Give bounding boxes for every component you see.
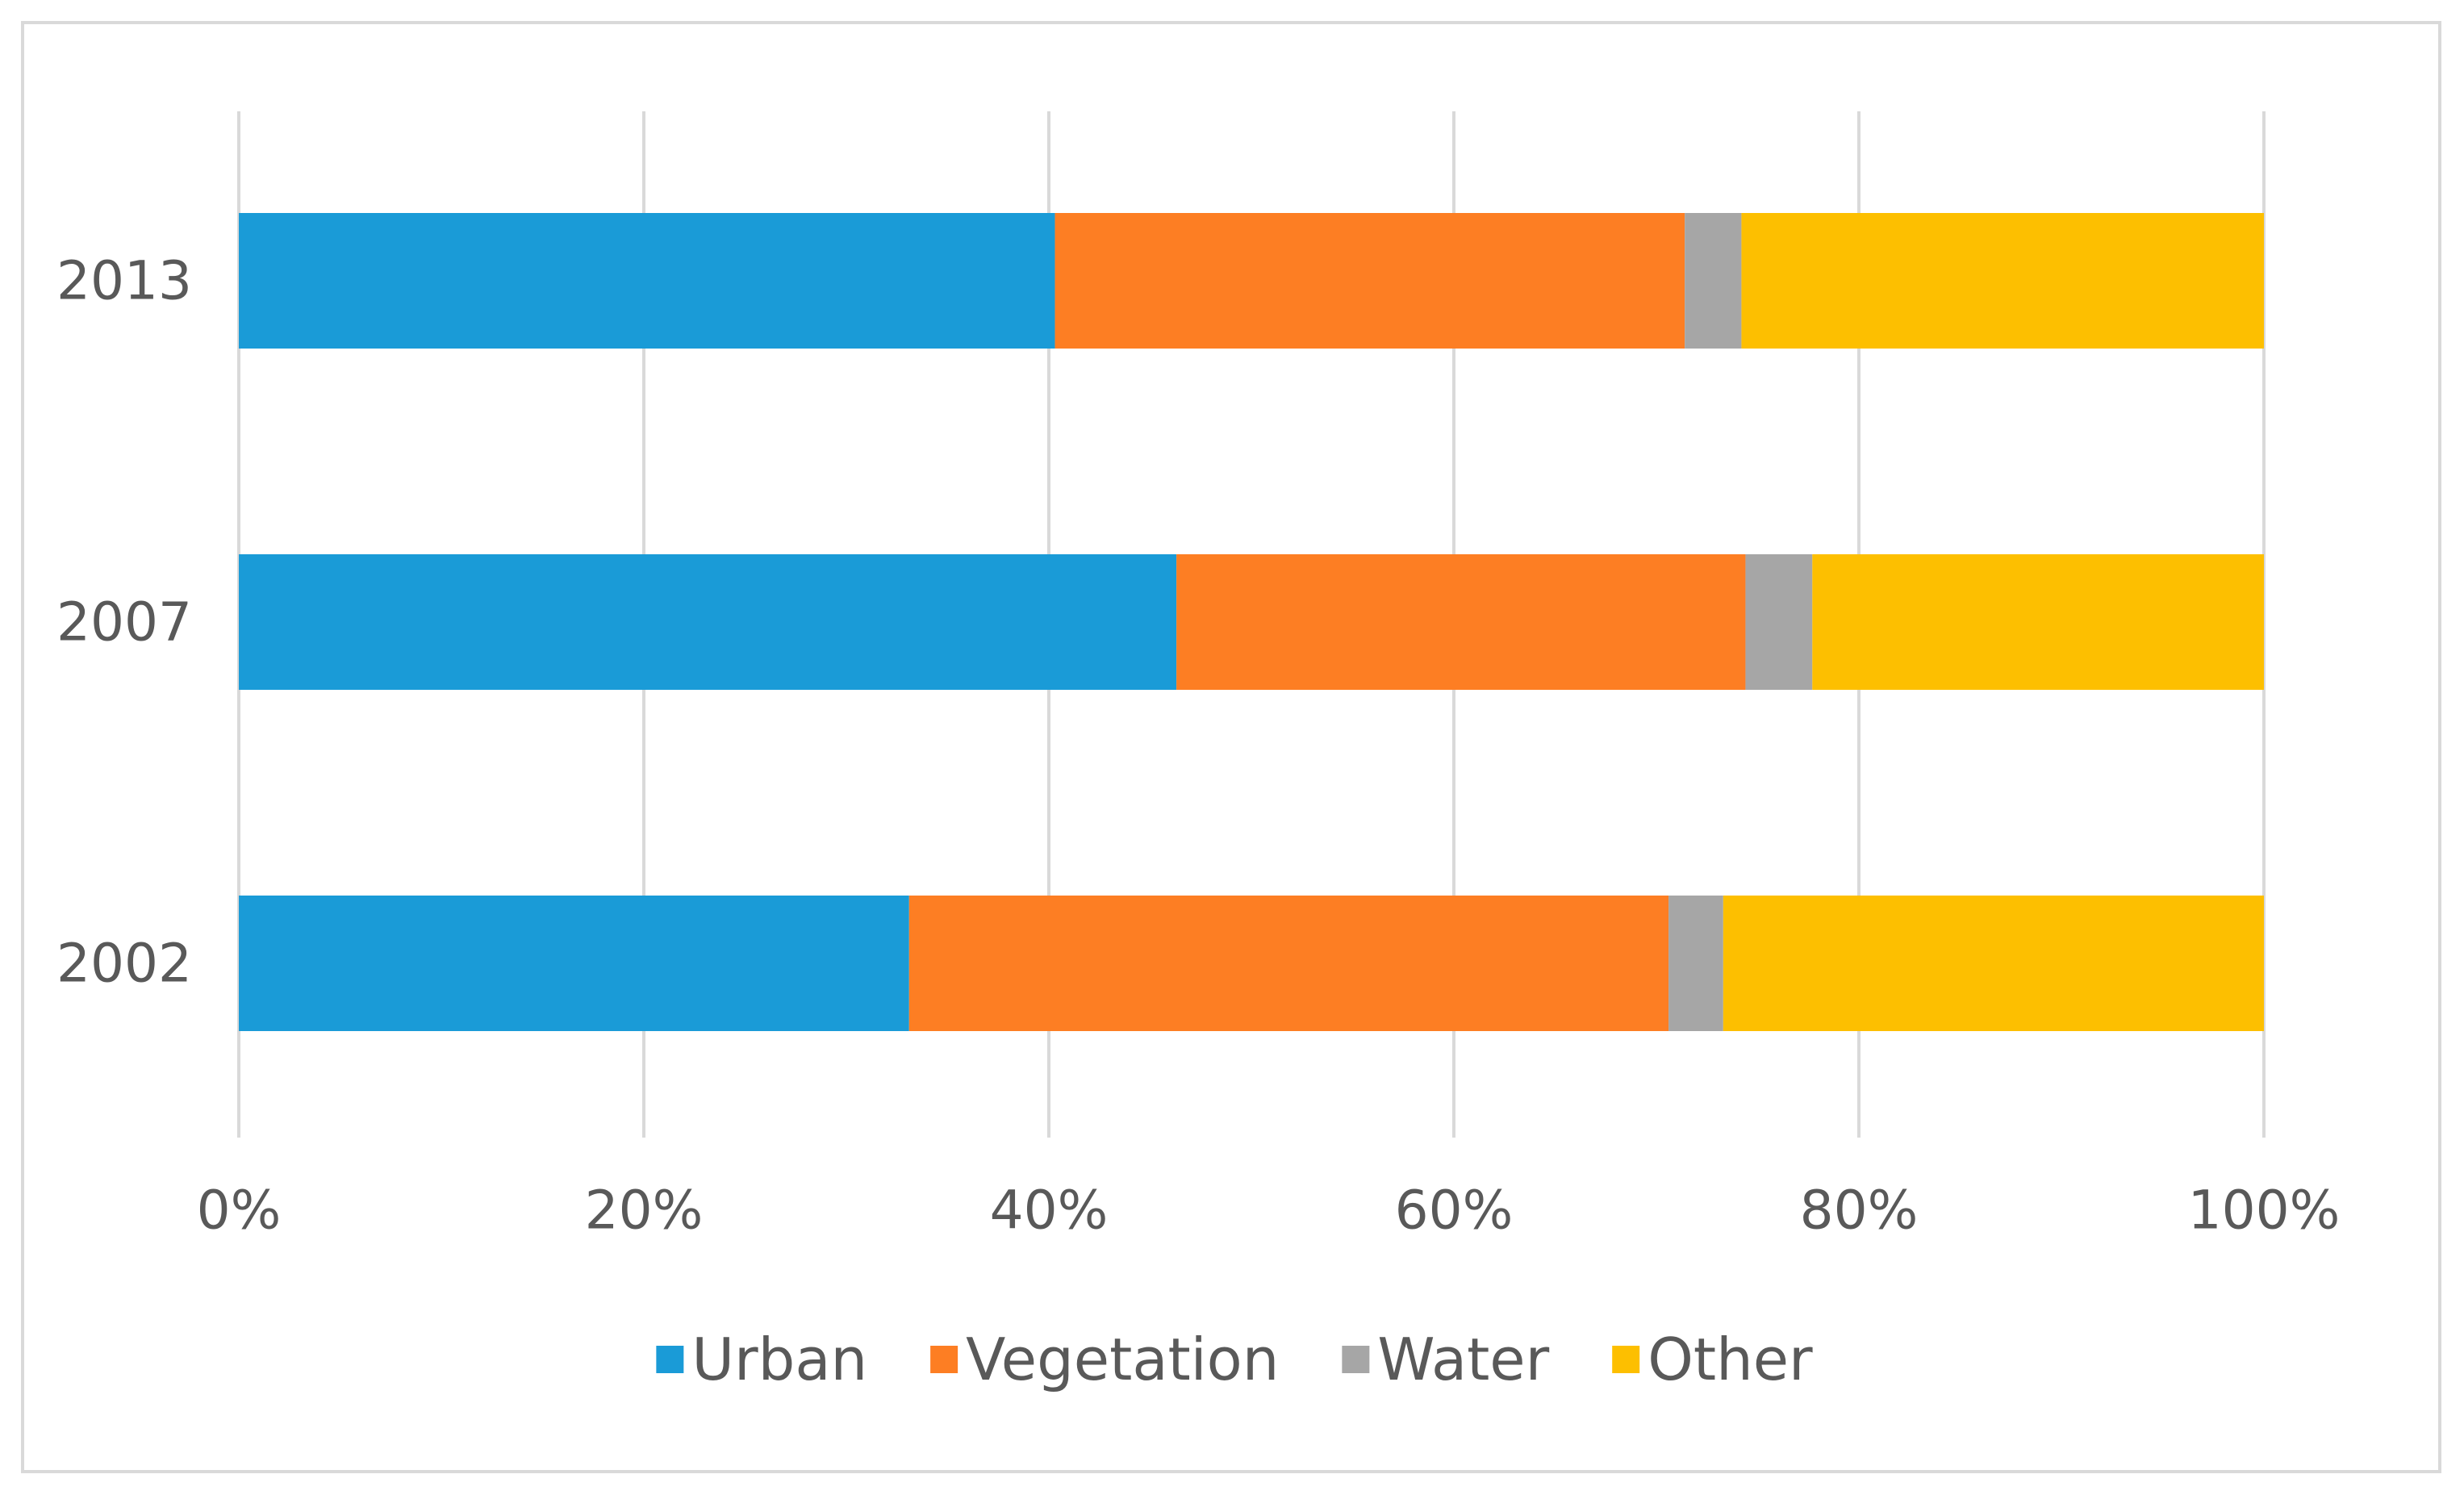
bars <box>239 213 2264 1031</box>
x-tick-label: 40% <box>990 1180 1109 1242</box>
stacked-bar-chart: 2013 2007 2002 0% 20% 40% 60% 80% 100% Urban Veg… <box>56 111 2341 1393</box>
bar-2002-other <box>1723 896 2264 1031</box>
bar-2002-vegetation <box>908 896 1669 1031</box>
bar-2007-vegetation <box>1176 554 1746 690</box>
bar-2007-water <box>1745 554 1813 690</box>
bar-2013-other <box>1741 213 2264 349</box>
bar-2013-vegetation <box>1055 213 1685 349</box>
bar-2002-urban <box>239 896 909 1031</box>
chart-frame: 2013 2007 2002 0% 20% 40% 60% 80% 100% Urban Veg… <box>21 21 2441 1473</box>
legend-swatch-urban <box>656 1346 684 1373</box>
x-axis-labels: 0% 20% 40% 60% 80% 100% <box>197 1180 2341 1242</box>
y-tick-label: 2007 <box>56 591 192 654</box>
bar-2013-urban <box>239 213 1055 349</box>
legend-label-other: Other <box>1648 1326 1813 1393</box>
legend-swatch-vegetation <box>930 1346 958 1373</box>
x-tick-label: 80% <box>1800 1180 1919 1242</box>
x-tick-label: 100% <box>2188 1180 2341 1242</box>
x-tick-label: 0% <box>197 1180 282 1242</box>
legend-label-urban: Urban <box>691 1326 867 1393</box>
bar-2013-water <box>1685 213 1742 349</box>
legend-swatch-water <box>1342 1346 1370 1373</box>
bar-2007-other <box>1812 554 2264 690</box>
y-tick-label: 2002 <box>56 933 192 995</box>
legend-label-water: Water <box>1377 1326 1549 1393</box>
legend-label-vegetation: Vegetation <box>966 1326 1279 1393</box>
x-tick-label: 60% <box>1395 1180 1514 1242</box>
y-axis-labels: 2013 2007 2002 <box>56 250 192 995</box>
legend-swatch-other <box>1612 1346 1640 1373</box>
x-tick-label: 20% <box>585 1180 704 1242</box>
bar-2007-urban <box>239 554 1177 690</box>
bar-2002-water <box>1668 896 1723 1031</box>
legend: Urban Vegetation Water Other <box>656 1326 1813 1393</box>
y-tick-label: 2013 <box>56 250 192 312</box>
